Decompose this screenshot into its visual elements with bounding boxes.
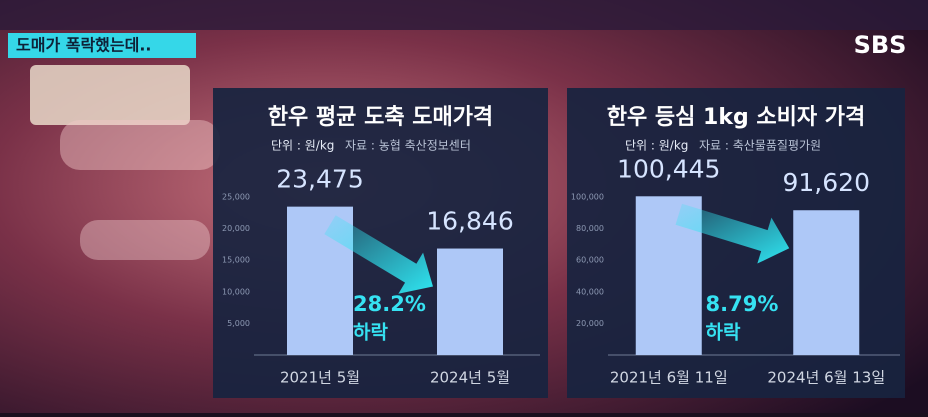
caption-box <box>8 33 196 58</box>
y-tick-label: 5,000 <box>227 319 250 328</box>
change-label: 28.2% <box>353 292 426 316</box>
background-top <box>0 0 928 30</box>
x-tick-label: 2024년 6월 13일 <box>767 369 885 387</box>
chart-title: 한우 평균 도축 도매가격 <box>268 105 493 130</box>
value-label: 91,620 <box>783 168 870 197</box>
arrow <box>324 215 433 294</box>
x-tick-label: 2021년 6월 11일 <box>610 369 728 387</box>
change-label: 8.79% <box>706 292 779 316</box>
arrow <box>675 203 790 264</box>
logo: SBS <box>854 31 907 59</box>
bar <box>437 248 503 355</box>
y-tick-label: 15,000 <box>222 256 250 265</box>
value-label: 23,475 <box>276 165 363 194</box>
chart-subtitle: 단위 : 원/kg <box>625 139 688 153</box>
package-label <box>30 65 190 125</box>
change-text: 하락 <box>706 322 741 344</box>
value-label: 100,445 <box>617 154 720 183</box>
y-tick-label: 20,000 <box>222 224 250 233</box>
y-tick-label: 25,000 <box>222 193 250 202</box>
x-tick-label: 2021년 5월 <box>280 369 360 387</box>
meat-fat <box>80 220 210 260</box>
y-tick-label: 60,000 <box>576 256 604 265</box>
caption: 도매가 폭락했는데.. <box>16 36 152 55</box>
y-tick-label: 80,000 <box>576 224 604 233</box>
y-tick-label: 100,000 <box>571 193 604 202</box>
x-tick-label: 2024년 5월 <box>430 369 510 387</box>
value-label: 16,846 <box>426 207 513 236</box>
chart-title: 한우 등심 1kg 소비자 가격 <box>607 105 865 130</box>
bar <box>793 210 860 355</box>
y-tick-label: 10,000 <box>222 287 250 296</box>
change-text: 하락 <box>353 322 388 344</box>
y-tick-label: 20,000 <box>576 319 604 328</box>
chart-source: 자료 : 농협 축산정보센터 <box>345 139 471 153</box>
chart-source: 자료 : 축산물품질평가원 <box>699 139 821 153</box>
meat-fat <box>60 120 220 170</box>
y-tick-label: 40,000 <box>576 287 604 296</box>
chart-subtitle: 단위 : 원/kg <box>271 139 334 153</box>
